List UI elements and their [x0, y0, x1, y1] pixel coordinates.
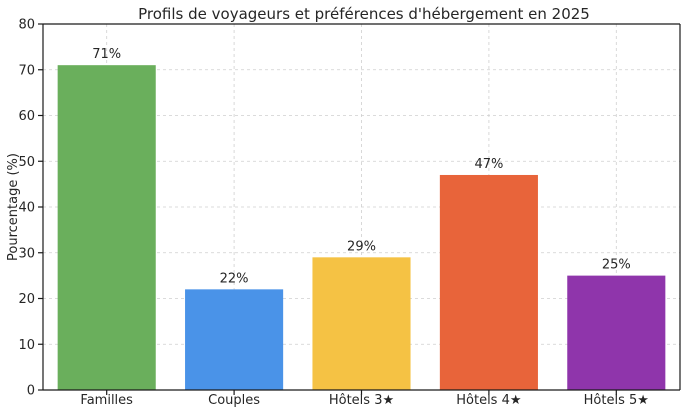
x-tick-label: Hôtels 5★ — [584, 393, 649, 408]
tick-labels: 0 10 20 30 40 50 60 70 80 Familles Couples Hôtels 3… — [18, 18, 648, 409]
data-label: 25% — [602, 258, 631, 273]
y-tick-label: 50 — [18, 155, 35, 170]
x-tick-label: Couples — [208, 393, 260, 408]
bar — [185, 289, 284, 390]
data-label: 71% — [92, 47, 121, 62]
bars — [57, 65, 666, 391]
data-label: 22% — [220, 271, 249, 286]
chart-title: Profils de voyageurs et préférences d'hé… — [138, 5, 590, 23]
data-labels: 71% 22% 29% 47% 25% — [92, 47, 631, 286]
y-tick-label: 0 — [27, 384, 35, 399]
y-tick-label: 30 — [18, 246, 35, 261]
y-tick-label: 40 — [18, 201, 35, 216]
data-label: 47% — [474, 157, 503, 172]
y-tick-label: 20 — [18, 292, 35, 307]
bar — [57, 65, 156, 391]
x-tick-label: Familles — [80, 393, 133, 408]
x-tick-label: Hôtels 3★ — [329, 393, 394, 408]
y-tick-label: 10 — [18, 338, 35, 353]
bar — [439, 174, 538, 390]
data-label: 29% — [347, 239, 376, 254]
y-tick-label: 60 — [18, 109, 35, 124]
y-axis-label: Pourcentage (%) — [6, 153, 21, 261]
bar — [312, 257, 411, 390]
axes — [38, 23, 681, 395]
bar — [567, 275, 666, 390]
y-tick-label: 80 — [18, 18, 35, 33]
x-tick-label: Hôtels 4★ — [456, 393, 521, 408]
y-tick-label: 70 — [18, 63, 35, 78]
